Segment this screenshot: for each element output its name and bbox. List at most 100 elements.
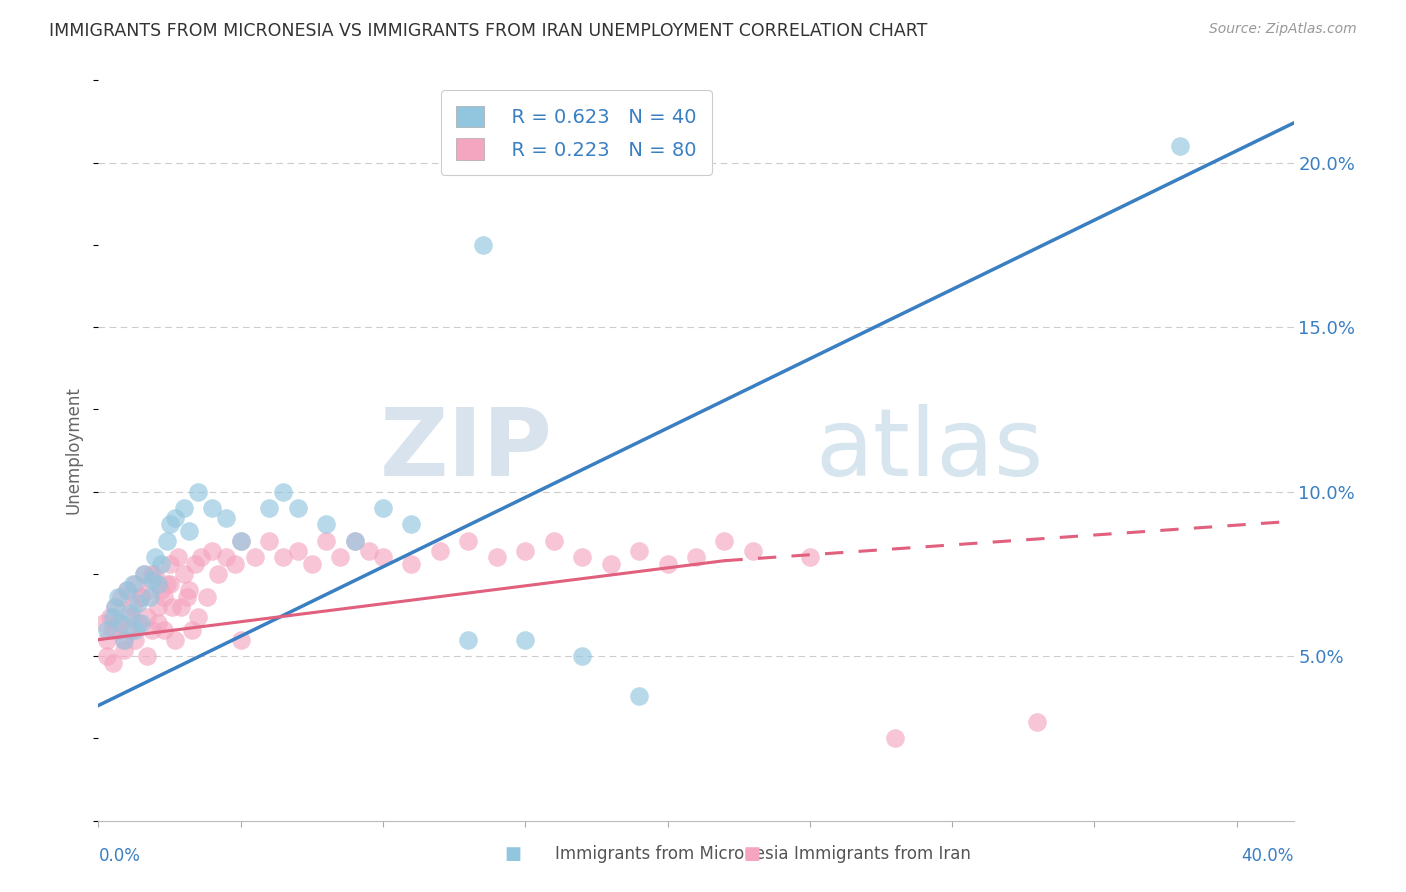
Point: [181, 623, 204, 637]
Point: [215, 511, 238, 525]
Point: [571, 649, 593, 664]
Point: [129, 590, 152, 604]
Point: [121, 599, 143, 614]
Point: [101, 623, 124, 637]
Text: IMMIGRANTS FROM MICRONESIA VS IMMIGRANTS FROM IRAN UNEMPLOYMENT CORRELATION CHAR: IMMIGRANTS FROM MICRONESIA VS IMMIGRANTS…: [49, 22, 928, 40]
Point: [224, 557, 246, 571]
Point: [599, 557, 621, 571]
Point: [187, 609, 209, 624]
Point: [201, 501, 224, 516]
Point: [104, 599, 127, 614]
Point: [167, 550, 190, 565]
Point: [129, 616, 152, 631]
Point: [187, 484, 209, 499]
Point: [115, 583, 138, 598]
Point: [110, 616, 132, 631]
Point: [401, 557, 423, 571]
Point: [329, 550, 352, 565]
Point: [457, 533, 479, 548]
Point: [301, 557, 323, 571]
Point: [685, 550, 707, 565]
Point: [471, 237, 494, 252]
Point: [201, 544, 224, 558]
Point: [162, 599, 184, 614]
Point: [101, 609, 124, 624]
Point: [485, 550, 508, 565]
Point: [153, 623, 176, 637]
Point: [112, 632, 135, 647]
Point: [104, 599, 127, 614]
Text: 40.0%: 40.0%: [1241, 847, 1294, 864]
Legend:   R = 0.623   N = 40,   R = 0.223   N = 80: R = 0.623 N = 40, R = 0.223 N = 80: [440, 90, 713, 175]
Point: [135, 649, 157, 664]
Point: [543, 533, 565, 548]
Point: [173, 501, 195, 516]
Point: [343, 533, 366, 548]
Point: [98, 609, 121, 624]
Point: [173, 566, 195, 581]
Point: [132, 566, 155, 581]
Point: [515, 544, 537, 558]
Point: [179, 524, 201, 538]
Point: [118, 609, 141, 624]
Point: [357, 544, 380, 558]
Point: [93, 616, 115, 631]
Point: [165, 632, 187, 647]
Point: [118, 607, 141, 621]
Point: [207, 566, 229, 581]
Point: [371, 550, 394, 565]
Point: [515, 632, 537, 647]
Point: [401, 517, 423, 532]
Point: [799, 550, 821, 565]
Point: [429, 544, 451, 558]
Point: [741, 544, 763, 558]
Point: [243, 550, 266, 565]
Point: [713, 533, 735, 548]
Text: atlas: atlas: [815, 404, 1043, 497]
Point: [273, 550, 295, 565]
Point: [115, 583, 138, 598]
Point: [170, 599, 193, 614]
Point: [138, 590, 160, 604]
Point: [343, 533, 366, 548]
Point: [118, 623, 141, 637]
Text: Immigrants from Iran: Immigrants from Iran: [794, 846, 972, 863]
Point: [156, 576, 179, 591]
Point: [143, 566, 166, 581]
Point: [141, 623, 163, 637]
Point: [257, 501, 280, 516]
Point: [112, 632, 135, 647]
Point: [150, 557, 173, 571]
Point: [229, 533, 252, 548]
Point: [159, 557, 181, 571]
Point: [457, 632, 479, 647]
Point: [148, 599, 170, 614]
Y-axis label: Unemployment: Unemployment: [65, 386, 83, 515]
Point: [257, 533, 280, 548]
Text: Source: ZipAtlas.com: Source: ZipAtlas.com: [1209, 22, 1357, 37]
Point: [273, 484, 295, 499]
Point: [107, 590, 129, 604]
Point: [127, 597, 149, 611]
Point: [1168, 139, 1191, 153]
Point: [110, 590, 132, 604]
Point: [124, 576, 146, 591]
Point: [165, 511, 187, 525]
Point: [287, 501, 309, 516]
Point: [884, 731, 907, 746]
Point: [215, 550, 238, 565]
Point: [129, 590, 152, 604]
Point: [96, 632, 118, 647]
Point: [135, 609, 157, 624]
Point: [229, 533, 252, 548]
Point: [127, 616, 149, 631]
Point: [179, 583, 201, 598]
Point: [190, 550, 212, 565]
Text: 0.0%: 0.0%: [98, 847, 141, 864]
Point: [156, 533, 179, 548]
Point: [159, 517, 181, 532]
Point: [107, 623, 129, 637]
Point: [148, 616, 170, 631]
Point: [159, 576, 181, 591]
Point: [112, 642, 135, 657]
